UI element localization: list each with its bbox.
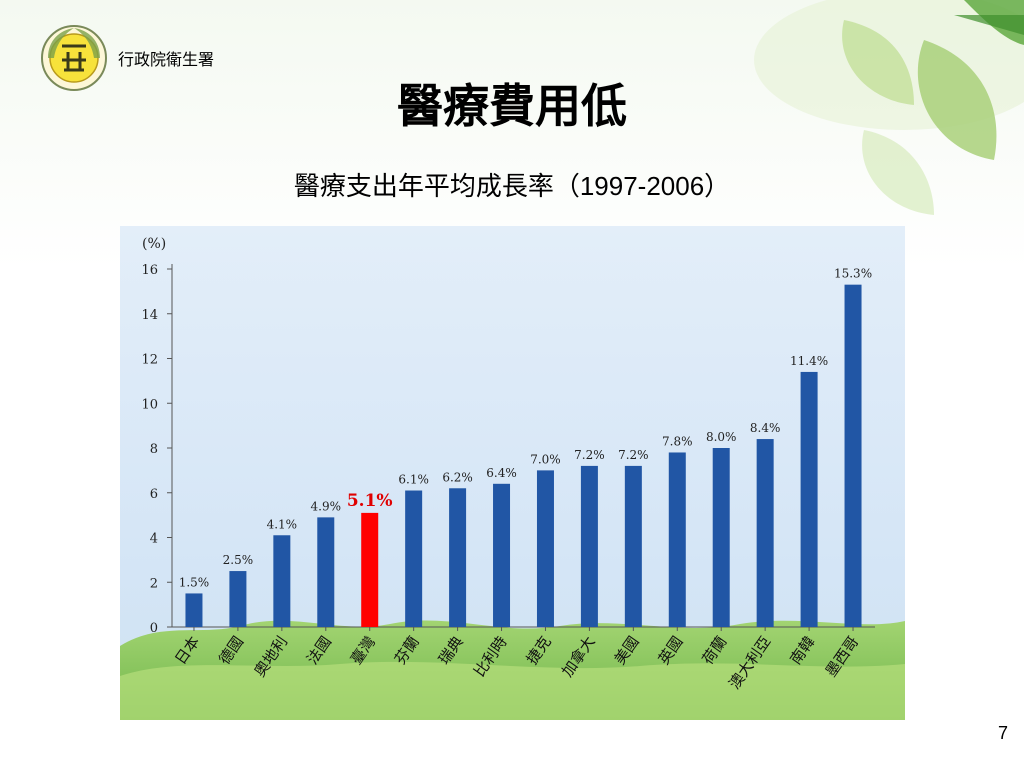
data-label: 7.0% bbox=[530, 452, 561, 466]
bar bbox=[668, 452, 686, 627]
data-label: 1.5% bbox=[179, 575, 210, 589]
y-tick-label: 4 bbox=[150, 532, 158, 547]
bar bbox=[712, 448, 730, 627]
bar bbox=[800, 371, 818, 627]
data-label: 2.5% bbox=[223, 553, 254, 567]
subtitle-close: ） bbox=[704, 172, 731, 202]
y-tick-label: 12 bbox=[141, 353, 158, 368]
y-tick-label: 8 bbox=[150, 442, 158, 457]
data-label: 6.4% bbox=[486, 466, 517, 480]
bar bbox=[580, 465, 598, 627]
bar bbox=[317, 517, 335, 627]
data-label: 6.2% bbox=[442, 470, 473, 484]
bar bbox=[536, 470, 554, 627]
data-label: 8.0% bbox=[706, 430, 737, 444]
data-label: 15.3% bbox=[834, 267, 872, 281]
y-axis-label: (%) bbox=[142, 236, 166, 252]
data-label: 8.4% bbox=[750, 421, 781, 435]
subtitle-years: 1997-2006 bbox=[579, 171, 705, 201]
data-label: 4.1% bbox=[267, 517, 298, 531]
data-label: 7.2% bbox=[574, 448, 605, 462]
bar bbox=[273, 535, 291, 627]
data-label: 6.1% bbox=[398, 473, 429, 487]
page-number: 7 bbox=[997, 723, 1008, 743]
data-label: 11.4% bbox=[790, 354, 828, 368]
data-label: 7.8% bbox=[662, 434, 693, 448]
y-tick-label: 16 bbox=[141, 263, 158, 278]
chart-subtitle: 醫療支出年平均成長率（1997-2006） bbox=[0, 166, 1024, 203]
y-tick-label: 14 bbox=[141, 308, 158, 323]
y-tick-label: 6 bbox=[150, 487, 158, 502]
y-tick-label: 10 bbox=[141, 397, 158, 412]
bar bbox=[624, 465, 642, 627]
bar bbox=[493, 483, 511, 627]
bar bbox=[185, 593, 203, 627]
y-tick-label: 0 bbox=[150, 621, 158, 636]
growth-rate-chart: 0 2 4 6 8 10 12 14 16 1.5% 日本 2.5% 德國 4.1% 奧地利 4.9% 法國 5… bbox=[120, 226, 905, 720]
leaves-decoration bbox=[754, 0, 1024, 215]
slide-title: 醫療費用低 bbox=[397, 79, 627, 133]
data-label: 7.2% bbox=[618, 448, 649, 462]
data-label: 5.1% bbox=[347, 491, 393, 511]
bar bbox=[449, 488, 467, 627]
bar bbox=[405, 490, 423, 627]
data-label: 4.9% bbox=[311, 499, 342, 513]
chart-grass-light bbox=[120, 661, 905, 720]
department-seal-logo bbox=[41, 25, 107, 91]
subtitle-text: 醫療支出年平均成長率（ bbox=[293, 172, 580, 202]
y-tick-label: 2 bbox=[150, 576, 158, 591]
bar bbox=[844, 284, 862, 627]
bar bbox=[361, 512, 379, 627]
bar bbox=[229, 571, 247, 627]
organization-name: 行政院衛生署 bbox=[118, 50, 215, 69]
bar bbox=[756, 439, 774, 627]
